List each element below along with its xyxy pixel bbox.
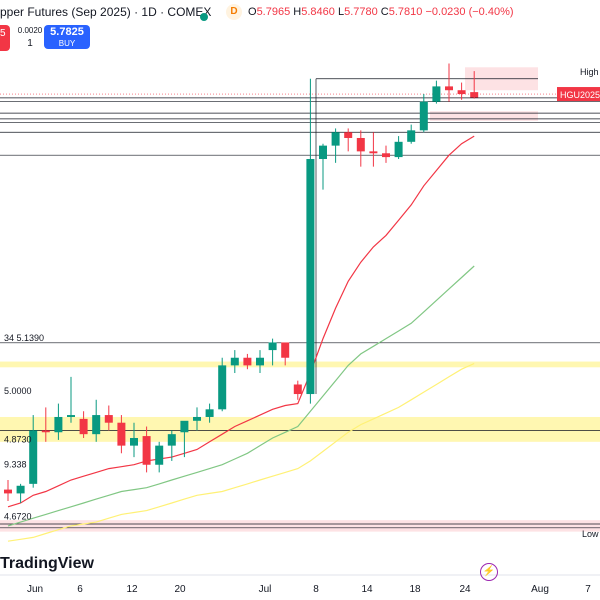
moving-average-line <box>7 265 475 527</box>
candle-body <box>142 436 151 465</box>
candle-body <box>218 365 227 410</box>
candle-body <box>205 409 214 417</box>
candle-body <box>130 437 138 446</box>
chart-header: pper Futures (Sep 2025) · 1D · COMEX D O… <box>0 0 600 52</box>
candle-body <box>306 159 315 395</box>
ohlc-change: −0.0230 (−0.40%) <box>425 6 514 18</box>
candle-body <box>432 86 441 102</box>
x-tick-label: Jul <box>259 584 272 595</box>
candle-body <box>67 415 75 417</box>
candle-body <box>293 384 302 395</box>
ohlc-open-key: O <box>248 6 257 18</box>
candle-body <box>193 416 201 421</box>
candle-body <box>16 485 25 494</box>
candle-body <box>369 151 378 154</box>
x-tick-label: 14 <box>361 584 373 595</box>
symbol-label: HGU2025 <box>560 90 600 100</box>
lightning-icon[interactable]: ⚡ <box>480 563 498 581</box>
status-dots <box>200 8 211 26</box>
candle-body <box>268 342 277 351</box>
candle-body <box>29 430 38 484</box>
moving-average-line <box>7 362 475 542</box>
candle-body <box>230 357 239 366</box>
candle-body <box>281 342 290 358</box>
candle-body <box>319 145 327 160</box>
support-zone <box>0 416 600 442</box>
candle-body <box>167 434 176 446</box>
x-tick-label: 8 <box>313 584 319 595</box>
x-tick-label: Jun <box>27 584 43 595</box>
ohlc-high: 5.8460 <box>301 6 335 18</box>
symbol-title[interactable]: pper Futures (Sep 2025) · 1D · COMEX <box>0 5 212 19</box>
candle-body <box>155 445 164 465</box>
ohlc-open: 5.7965 <box>256 6 291 18</box>
candle-body <box>256 357 264 366</box>
candle-body <box>243 357 252 366</box>
candle-body <box>407 130 416 142</box>
high-label: High <box>580 67 599 77</box>
candle-body <box>54 416 63 433</box>
level-label: 4.6720 <box>4 511 32 521</box>
ohlc-low-key: L <box>337 6 345 18</box>
sell-button[interactable]: 5 <box>0 25 10 51</box>
resistance-zone <box>430 111 538 121</box>
level-label: 34 5.1390 <box>4 333 44 343</box>
ohlc-low: 5.7780 <box>344 6 378 18</box>
candle-body <box>382 153 390 158</box>
x-tick-label: 18 <box>409 584 421 595</box>
buy-button[interactable]: 5.7825 BUY <box>44 25 90 49</box>
resistance-zone <box>0 520 600 532</box>
candle-body <box>41 430 50 433</box>
candle-body <box>104 415 113 423</box>
ohlc-close-key: C <box>380 6 389 18</box>
candle-body <box>344 132 353 138</box>
buy-price: 5.7825 <box>50 26 84 38</box>
symbol-price-tag <box>557 87 600 102</box>
candle-body <box>92 415 101 435</box>
ohlc-readout: O5.7965 H5.8460 L5.7780 C5.7810 −0.0230 … <box>248 6 514 18</box>
ohlc-high-key: H <box>293 6 302 18</box>
candle-body <box>445 86 453 91</box>
candle-body <box>117 422 126 446</box>
level-label: 5.0000 <box>4 386 32 396</box>
spread-value: 0.0020 <box>17 26 43 35</box>
delay-badge: D <box>226 4 242 20</box>
level-label: 9.338 <box>4 459 27 469</box>
buy-label: BUY <box>58 39 76 48</box>
moving-average-line <box>7 135 475 508</box>
x-tick-label: Aug <box>531 584 549 595</box>
x-tick-label: 12 <box>126 584 138 595</box>
candle-body <box>79 418 88 435</box>
candle-body <box>470 92 479 98</box>
x-tick-label: 7 <box>585 584 591 595</box>
x-tick-label: 24 <box>459 584 471 595</box>
status-dot-green-icon <box>200 13 208 21</box>
x-tick-label: 6 <box>77 584 83 595</box>
support-zone <box>0 361 600 368</box>
candle-body <box>180 420 189 433</box>
candle-body <box>356 137 365 152</box>
candle-body <box>394 141 403 158</box>
x-tick-label: 20 <box>174 584 186 595</box>
candle-body <box>419 101 428 131</box>
candle-body <box>4 489 12 494</box>
quantity-value[interactable]: 1 <box>27 38 33 49</box>
candle-body <box>331 132 340 146</box>
low-label: Low <box>582 529 599 539</box>
candle-body <box>457 90 466 95</box>
level-label: 4.8730 <box>4 434 32 444</box>
tradingview-logo[interactable]: TradingView <box>0 555 94 572</box>
ohlc-close: 5.7810 <box>388 6 423 18</box>
